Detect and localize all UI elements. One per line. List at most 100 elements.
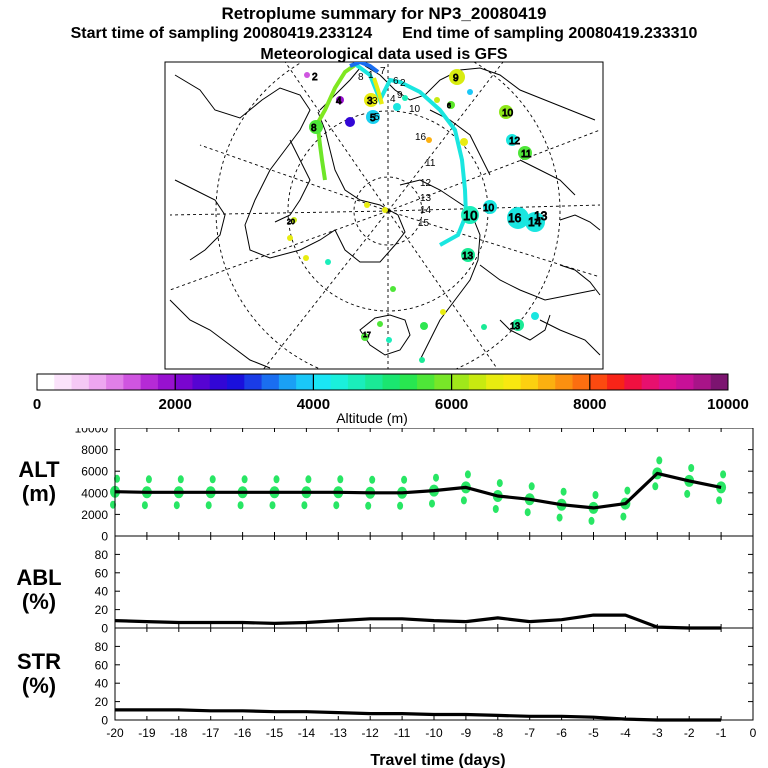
plume-blob xyxy=(237,501,244,510)
trajectory-day-label: 14 xyxy=(420,205,432,216)
plume-blob xyxy=(145,475,152,484)
colorbar-cell xyxy=(330,374,349,390)
plume-blob xyxy=(720,470,727,479)
x-tick-label: 0 xyxy=(750,726,757,740)
plume-blob xyxy=(337,475,344,484)
plume-blob xyxy=(556,513,563,522)
chart-title: Retroplume summary for NP3_20080419 xyxy=(221,4,547,23)
plume-blob xyxy=(397,501,404,510)
colorbar-cell xyxy=(641,374,660,390)
trajectory-day-label: 15 xyxy=(418,218,430,229)
svg-text:3: 3 xyxy=(367,96,373,107)
plume-blob xyxy=(273,475,280,484)
abl-axis-label: ABL (%) xyxy=(16,565,62,614)
x-tick-label: -10 xyxy=(425,726,443,740)
colorbar-cell xyxy=(157,374,176,390)
colorbar-cell xyxy=(296,374,314,390)
x-tick-label: -19 xyxy=(138,726,156,740)
plume-blob xyxy=(305,475,312,484)
trajectory-day-label: 2 xyxy=(400,78,406,89)
colorbar-cell xyxy=(486,374,504,390)
svg-text:12: 12 xyxy=(509,136,521,147)
x-tick-label: -13 xyxy=(330,726,348,740)
plume-blob xyxy=(688,464,695,472)
latitude-circle xyxy=(215,62,561,369)
y-tick-label: 6000 xyxy=(81,465,108,479)
colorbar-cell xyxy=(261,374,280,390)
svg-text:5: 5 xyxy=(370,113,376,124)
y-tick-label: 10000 xyxy=(75,428,109,436)
panel-frame xyxy=(114,627,754,721)
x-tick-label: -8 xyxy=(492,726,503,740)
x-tick-label: -4 xyxy=(620,726,631,740)
plume-blob xyxy=(716,496,723,505)
colorbar-tick-label: 0 xyxy=(33,396,41,413)
trajectory-segment xyxy=(314,63,357,127)
x-tick-label: -1 xyxy=(716,726,727,740)
x-tick-label: -18 xyxy=(170,726,188,740)
plume-blob xyxy=(177,475,184,484)
time-series-panels: 0 2000 4000 6000 8000 10000 0 20 40 60 80 0 20 40 60 80… xyxy=(75,428,757,768)
y-tick-label: 40 xyxy=(95,677,109,691)
colorbar-tick-label: 2000 xyxy=(159,396,192,413)
x-tick-label: -17 xyxy=(202,726,220,740)
trajectory-day-label: 7 xyxy=(380,66,386,77)
alt-axis-label: ALT (m) xyxy=(18,457,60,506)
plume-blob xyxy=(460,496,467,505)
colorbar-cell xyxy=(607,374,625,390)
start-time-label: Start time of sampling 20080419.233124 xyxy=(70,25,373,42)
trajectory-day-label: 4 xyxy=(390,94,396,105)
plume-blob xyxy=(684,489,691,498)
plume-blob xyxy=(492,505,499,513)
y-tick-label: 80 xyxy=(95,548,109,562)
plume-blob xyxy=(528,482,535,491)
x-tick-label: -6 xyxy=(556,726,567,740)
trajectory-segment xyxy=(316,127,327,181)
colorbar-cell xyxy=(399,374,418,390)
trajectory-day-label: 8 xyxy=(358,72,364,83)
trajectory-day-label: 12 xyxy=(420,178,432,189)
x-tick-label: -20 xyxy=(106,726,124,740)
colorbar-cell xyxy=(71,374,90,390)
svg-text:2: 2 xyxy=(312,72,318,83)
x-tick-label: -11 xyxy=(394,726,411,740)
colorbar-cell xyxy=(192,374,211,390)
y-tick-label: 0 xyxy=(101,714,108,728)
svg-text:16: 16 xyxy=(508,211,522,225)
plume-blob xyxy=(560,487,567,496)
colorbar-cell xyxy=(572,374,591,390)
svg-text:10: 10 xyxy=(463,208,477,223)
colorbar-cell xyxy=(382,374,401,390)
plume-blob xyxy=(141,501,148,510)
y-tick-label: 80 xyxy=(95,640,109,654)
x-tick-label: -7 xyxy=(524,726,535,740)
altitude-colorbar: 0 2000 4000 6000 8000 10000 Altitude (m) xyxy=(33,373,749,426)
plume-blob xyxy=(620,512,627,521)
plume-dots xyxy=(287,69,545,363)
colorbar-cell xyxy=(676,374,694,390)
y-tick-label: 20 xyxy=(95,695,109,709)
end-time-label: End time of sampling 20080419.233310 xyxy=(402,25,698,42)
sampling-times: Start time of sampling 20080419.233124 En… xyxy=(0,24,768,44)
svg-text:14: 14 xyxy=(528,215,542,229)
svg-text:13: 13 xyxy=(510,321,520,331)
x-tick-label: -5 xyxy=(588,726,599,740)
colorbar-cell xyxy=(347,374,366,390)
y-tick-label: 2000 xyxy=(81,508,108,522)
colorbar-cell xyxy=(624,374,643,390)
colorbar-cell xyxy=(140,374,159,390)
colorbar-cell xyxy=(693,374,712,390)
series-line xyxy=(115,708,722,722)
y-tick-label: 60 xyxy=(95,658,109,672)
plume-blob xyxy=(496,479,503,488)
colorbar-cell xyxy=(520,374,539,390)
colorbar-cell xyxy=(468,374,487,390)
colorbar-tick-label: 10000 xyxy=(707,396,749,413)
y-tick-label: 20 xyxy=(95,603,109,617)
colorbar-cell xyxy=(175,374,193,390)
x-axis-label: Travel time (days) xyxy=(370,752,505,768)
colorbar-cell xyxy=(88,374,107,390)
